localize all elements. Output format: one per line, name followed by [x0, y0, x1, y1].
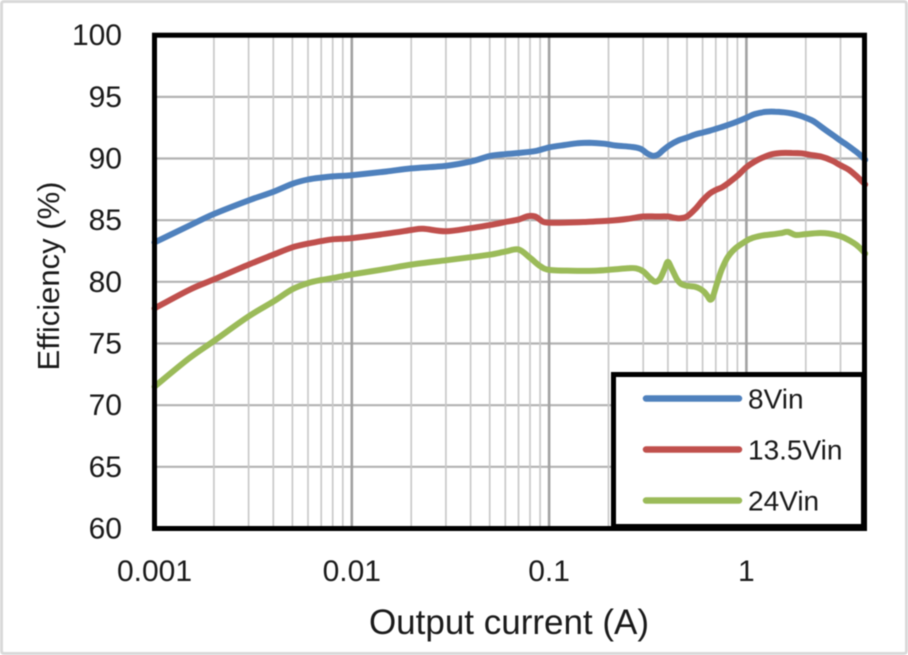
svg-text:100: 100: [72, 19, 122, 52]
svg-text:65: 65: [89, 451, 122, 484]
svg-text:0.001: 0.001: [117, 555, 192, 588]
svg-text:95: 95: [89, 81, 122, 114]
svg-text:0.1: 0.1: [528, 555, 570, 588]
svg-text:85: 85: [89, 204, 122, 237]
svg-text:75: 75: [89, 328, 122, 361]
svg-text:Efficiency (%): Efficiency (%): [31, 182, 66, 371]
svg-text:60: 60: [89, 513, 122, 546]
svg-text:1: 1: [738, 555, 755, 588]
svg-text:24Vin: 24Vin: [748, 486, 819, 517]
svg-text:13.5Vin: 13.5Vin: [748, 435, 842, 466]
svg-text:Output current (A): Output current (A): [369, 603, 649, 642]
svg-text:90: 90: [89, 143, 122, 176]
svg-text:0.01: 0.01: [323, 555, 381, 588]
svg-text:70: 70: [89, 389, 122, 422]
svg-text:80: 80: [89, 266, 122, 299]
svg-text:8Vin: 8Vin: [748, 384, 804, 415]
